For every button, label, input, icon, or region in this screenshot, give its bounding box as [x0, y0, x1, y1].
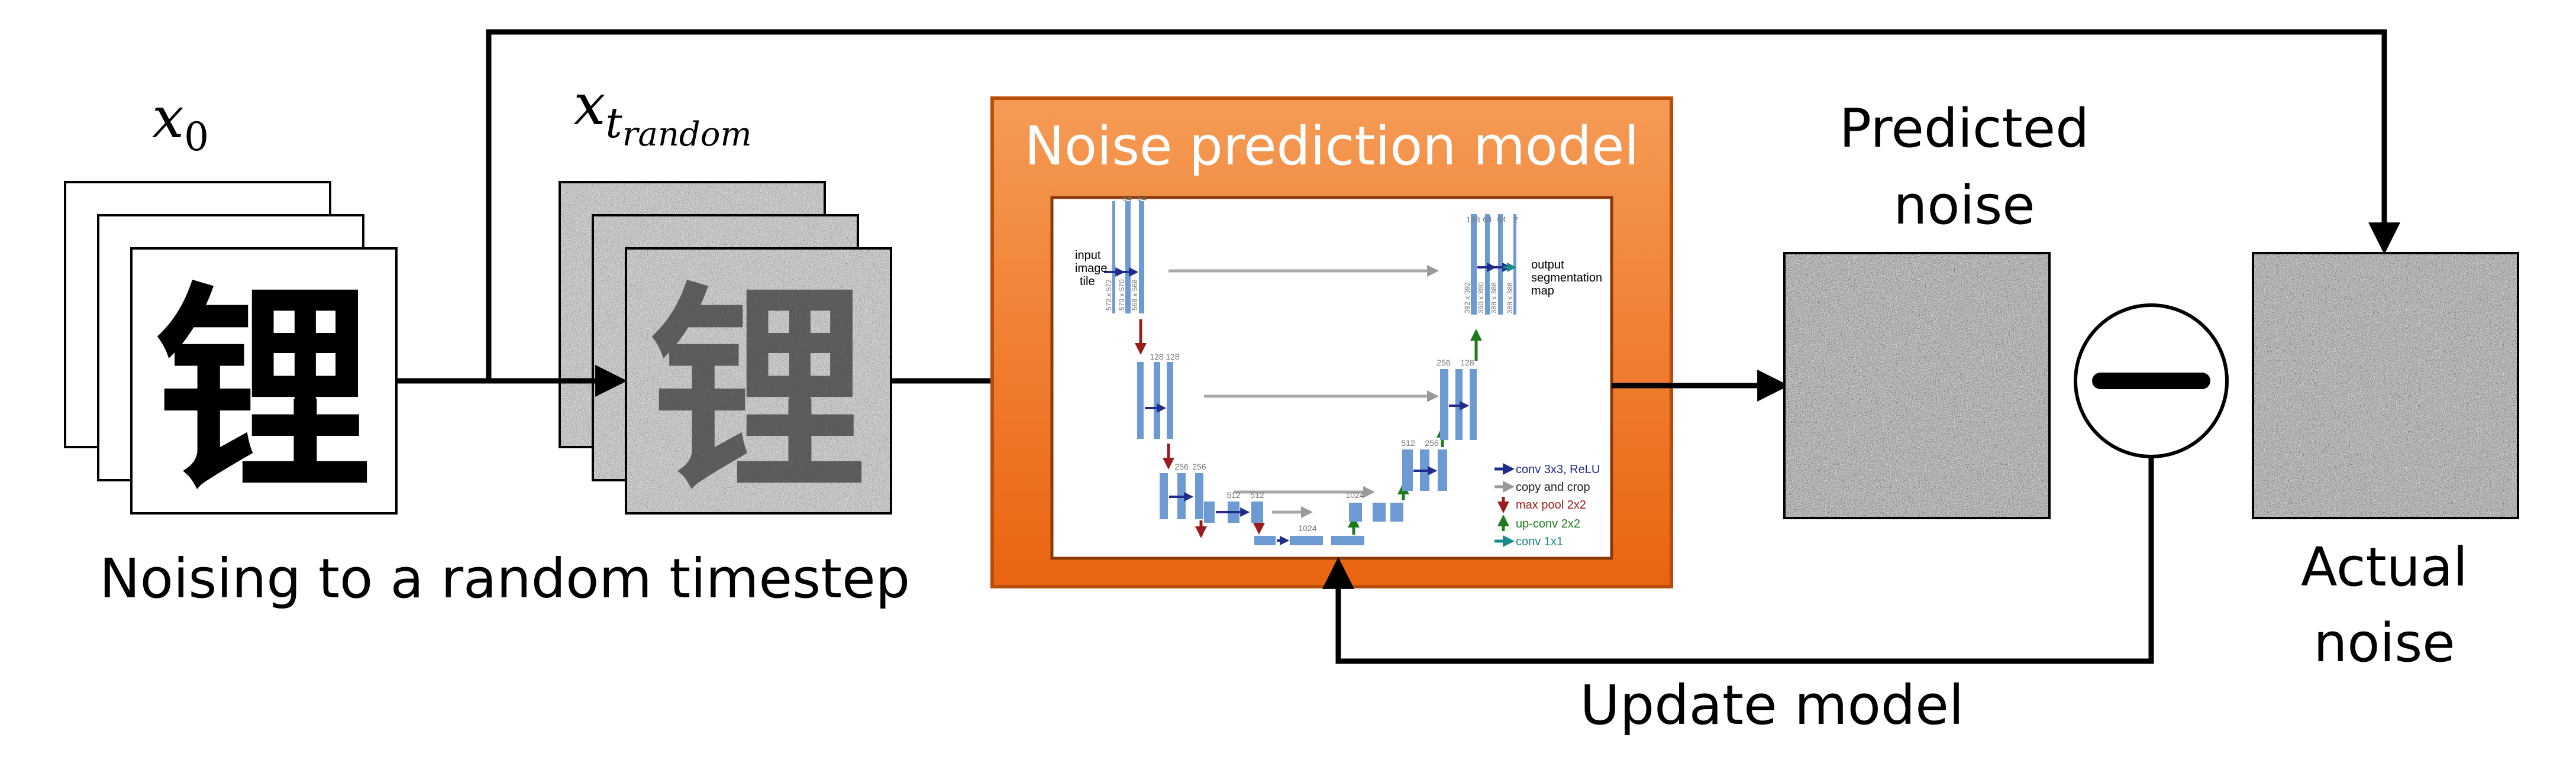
unet-legend: conv 3x3, ReLU copy and crop max pool 2x…	[1494, 463, 1600, 548]
unet-input-label-1: input	[1075, 249, 1101, 262]
minus-sign	[2092, 373, 2210, 389]
unet-architecture: 64 64 input image tile 572 x 572 570 x 5…	[1075, 193, 1602, 548]
unet-size-570: 570 x 570	[1118, 279, 1126, 310]
unet-output-label-1: output	[1531, 258, 1564, 271]
unet-dec3-c	[1438, 449, 1447, 491]
unet-bottleneck-b	[1290, 536, 1323, 545]
unet-count-256-dec3: 256	[1425, 438, 1439, 448]
unet-enc1-input	[1112, 201, 1115, 313]
unet-dec2-a	[1440, 369, 1448, 440]
legend-pool-text: max pool 2x2	[1516, 499, 1586, 512]
unet-enc4-a	[1204, 501, 1215, 523]
actual-noise-texture	[2253, 253, 2518, 518]
unet-size-390: 390 x 390	[1477, 282, 1485, 313]
noisy-front-texture	[626, 248, 891, 513]
unet-count-o2: 2	[1513, 215, 1518, 224]
unet-dec3-a	[1402, 449, 1413, 491]
noise-prediction-model: Noise prediction model 64 64 input image…	[990, 96, 1673, 588]
unet-dec1-c	[1498, 214, 1503, 315]
unet-output-label-3: map	[1531, 284, 1554, 297]
unet-count-128-dec2: 128	[1460, 358, 1474, 367]
unet-count-512a: 512	[1226, 490, 1241, 500]
x0-subscript: 0	[184, 114, 209, 160]
unet-count-o128: 128	[1466, 215, 1480, 224]
unet-bottleneck-a	[1254, 536, 1276, 545]
unet-count-256b: 256	[1192, 462, 1206, 471]
legend-copy-text: copy and crop	[1516, 481, 1590, 494]
unet-count-128b: 128	[1166, 352, 1180, 361]
unet-size-392: 392 x 392	[1463, 282, 1471, 313]
unet-enc4-c	[1251, 501, 1263, 523]
unet-dec4-a	[1349, 503, 1362, 522]
unet-count-1024-dec: 1024	[1345, 490, 1364, 500]
unet-panel	[1050, 196, 1613, 560]
actual-noise-label-1: Actual	[2301, 536, 2468, 598]
predicted-noise-label-1: Predicted	[1839, 98, 2090, 160]
clean-glyph: 锂	[154, 265, 373, 519]
unet-count-256a: 256	[1174, 462, 1189, 471]
actual-noise-border	[2252, 252, 2519, 519]
unet-dec4-b	[1373, 503, 1386, 522]
xt-main: x	[573, 72, 605, 138]
xt-label: xtrandom	[573, 72, 751, 154]
predicted-noise-label-2: noise	[1893, 174, 2035, 237]
unet-count-1024: 1024	[1298, 523, 1316, 533]
unet-dec1-a	[1471, 214, 1477, 315]
legend-upconv-text: up-conv 2x2	[1516, 517, 1580, 530]
predicted-noise-image	[1783, 252, 2051, 519]
unet-count-128a: 128	[1150, 352, 1164, 361]
actual-noise-image	[2252, 252, 2519, 519]
predicted-noise-texture	[1784, 253, 2049, 518]
arrow-update-model	[1322, 457, 2154, 664]
unet-enc3-a	[1160, 473, 1168, 519]
unet-count-256-dec2: 256	[1437, 358, 1451, 367]
update-model-label: Update model	[1580, 674, 1964, 737]
unet-count-512b: 512	[1250, 490, 1264, 500]
unet-enc2-b	[1154, 362, 1160, 439]
unet-size-388a: 388 x 388	[1490, 282, 1498, 313]
unet-input-label-3: tile	[1080, 275, 1095, 288]
unet-dec2-c	[1470, 369, 1477, 440]
arrow-bypass-to-actual-noise	[486, 29, 2400, 381]
unet-enc1-conv2	[1139, 201, 1144, 313]
unet-bottleneck-c	[1331, 536, 1364, 545]
unet-input-label-2: image	[1075, 262, 1107, 275]
noisy-image-stack: 锂	[559, 181, 892, 519]
unet-count-o64b: 64	[1497, 215, 1506, 224]
clean-image-stack: 锂	[64, 181, 398, 519]
unet-enc2-a	[1137, 362, 1144, 439]
subtract-operator	[2074, 303, 2229, 458]
legend-conv1x1-text: conv 1x1	[1516, 535, 1563, 548]
model-title: Noise prediction model	[1025, 115, 1639, 177]
unet-dec1-b	[1485, 214, 1490, 315]
noisy-glyph: 锂	[649, 265, 868, 519]
clean-image-front	[130, 247, 398, 515]
unet-enc2-c	[1167, 362, 1173, 439]
legend-conv-text: conv 3x3, ReLU	[1516, 463, 1600, 476]
unet-enc3-c	[1195, 473, 1203, 519]
x0-main: x	[152, 85, 184, 151]
actual-noise-label-2: noise	[2313, 612, 2455, 674]
predicted-noise-border	[1783, 252, 2051, 519]
unet-count-64a: 64	[1122, 193, 1132, 203]
noising-caption: Noising to a random timestep	[99, 547, 910, 610]
unet-size-568: 568 x 568	[1131, 279, 1139, 310]
xt-subscript: t	[606, 99, 623, 147]
unet-enc1-conv1	[1125, 201, 1131, 313]
unet-count-512-dec: 512	[1401, 438, 1415, 448]
unet-dec4-c	[1390, 503, 1403, 522]
unet-output-label-2: segmentation	[1531, 271, 1602, 284]
unet-count-64b: 64	[1137, 193, 1147, 203]
unet-size-388b: 388 x 388	[1506, 282, 1514, 313]
unet-count-o64a: 64	[1483, 215, 1492, 224]
unet-size-572: 572 x 572	[1105, 279, 1113, 310]
x0-label: x0	[152, 85, 209, 160]
xt-subsubscript: random	[622, 115, 752, 154]
